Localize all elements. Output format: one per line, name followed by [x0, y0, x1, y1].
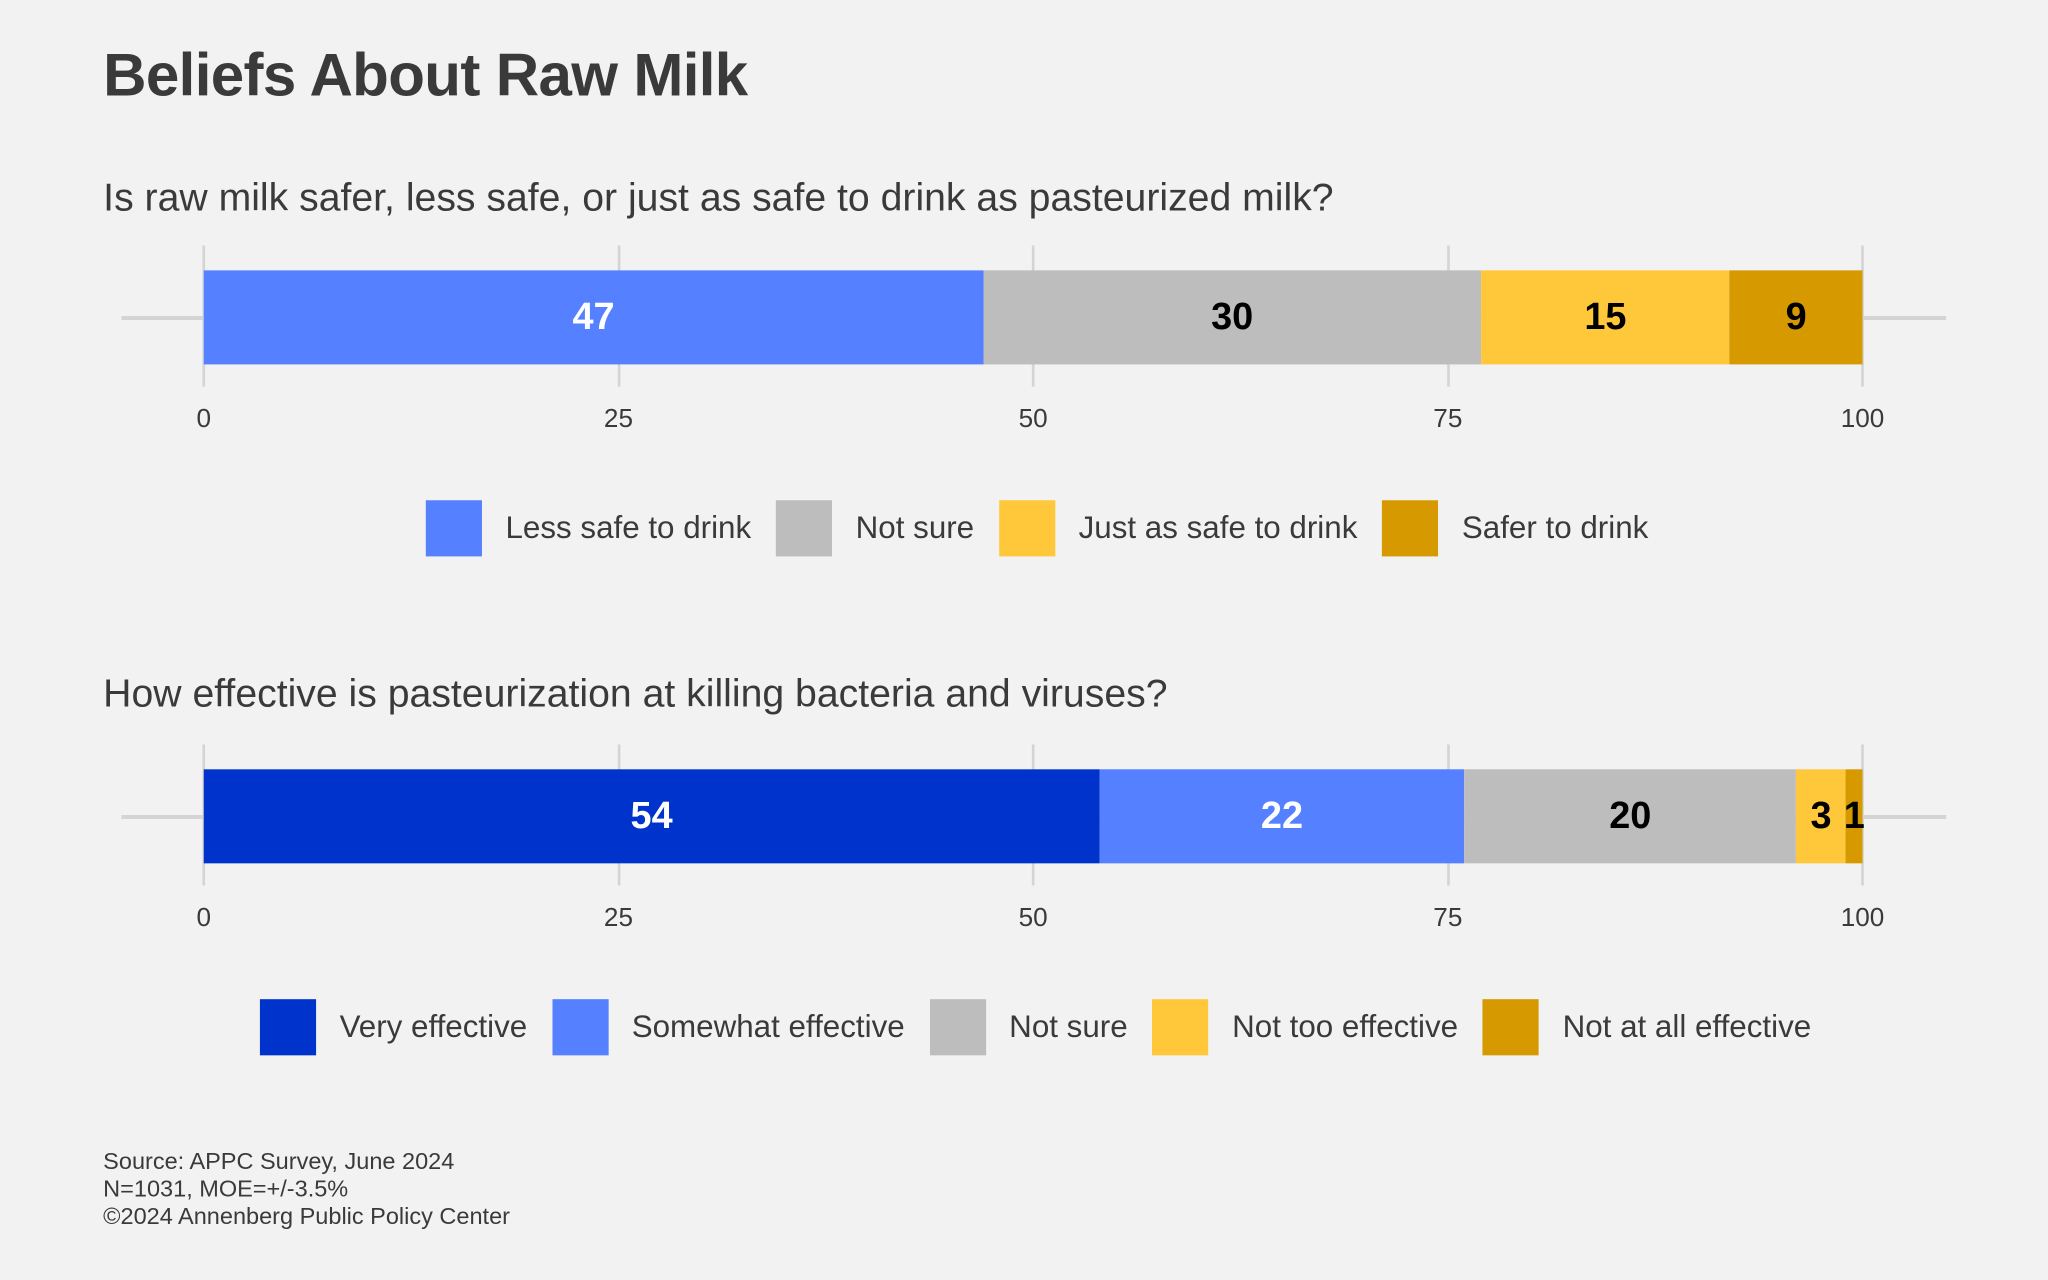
gridline	[1861, 245, 1864, 387]
data-label: 22	[1260, 794, 1304, 837]
bar-segment: 9	[1729, 270, 1863, 365]
x-tick-label: 0	[196, 903, 212, 933]
x-tick-label: 100	[1840, 903, 1885, 933]
data-label: 20	[1609, 794, 1652, 837]
x-tick-label: 75	[1433, 404, 1463, 434]
bar-segment: 54	[203, 769, 1100, 864]
legend-swatch	[1382, 500, 1439, 557]
data-label: 1	[1843, 794, 1865, 837]
legend-label: Not sure	[855, 510, 975, 546]
bar-segment: 15	[1480, 270, 1730, 365]
x-tick-label: 100	[1840, 404, 1885, 434]
legend-swatch	[1482, 999, 1540, 1056]
legend-label: Not sure	[1009, 1008, 1128, 1045]
legend-swatch	[259, 999, 317, 1056]
bar-segment: 22	[1099, 769, 1465, 864]
bar-segment: 30	[983, 270, 1481, 365]
legend-swatch	[425, 500, 482, 557]
x-tick-label: 75	[1433, 903, 1463, 933]
legend-label: Less safe to drink	[505, 510, 752, 546]
legend-label: Not too effective	[1232, 1008, 1459, 1045]
chart-2-title: How effective is pasteurization at killi…	[103, 672, 1168, 716]
bar-segment: 20	[1464, 769, 1797, 864]
legend-swatch	[1152, 999, 1209, 1056]
x-tick-label: 50	[1018, 404, 1048, 434]
chart-2-panel: 0 25 50 75 100 54 22 20 3 1	[0, 744, 2048, 1084]
legend-label: Very effective	[339, 1008, 528, 1045]
data-label: 9	[1785, 295, 1807, 338]
bar-segment: 47	[203, 270, 984, 365]
chart-1-legend: Less safe to drink Not sure Just as safe t…	[425, 500, 1673, 557]
data-label: 3	[1810, 794, 1832, 837]
data-label: 54	[630, 794, 673, 837]
gridline	[1861, 744, 1864, 886]
legend-swatch	[775, 500, 833, 557]
footer-copyright: ©2024 Annenberg Public Policy Center	[103, 1202, 510, 1230]
footer-source: Source: APPC Survey, June 2024	[103, 1148, 455, 1175]
legend-label: Safer to drink	[1461, 510, 1649, 546]
data-label: 15	[1584, 295, 1627, 338]
footer-sample: N=1031, MOE=+/-3.5%	[103, 1175, 349, 1202]
bar-segment: 1	[1843, 769, 1865, 864]
data-label: 47	[572, 295, 615, 338]
legend-label: Not at all effective	[1562, 1008, 1812, 1045]
chart-1-title: Is raw milk safer, less safe, or just as…	[103, 176, 1334, 220]
legend-swatch	[929, 999, 986, 1056]
legend-label: Just as safe to drink	[1078, 510, 1358, 546]
bar-segment: 3	[1796, 769, 1846, 864]
x-tick-label: 50	[1018, 903, 1048, 933]
legend-label: Somewhat effective	[631, 1008, 905, 1045]
chart-2-legend: Very effective Somewhat effective Not sure…	[259, 999, 1836, 1056]
x-tick-label: 0	[196, 404, 212, 434]
legend-swatch	[552, 999, 609, 1056]
data-label: 30	[1211, 295, 1254, 338]
page-title: Beliefs About Raw Milk	[103, 40, 748, 109]
legend-swatch	[998, 500, 1056, 557]
x-tick-label: 25	[603, 903, 633, 933]
x-tick-label: 25	[603, 404, 633, 434]
chart-1-panel: 0 25 50 75 100 47 30 15 9	[0, 245, 2048, 586]
